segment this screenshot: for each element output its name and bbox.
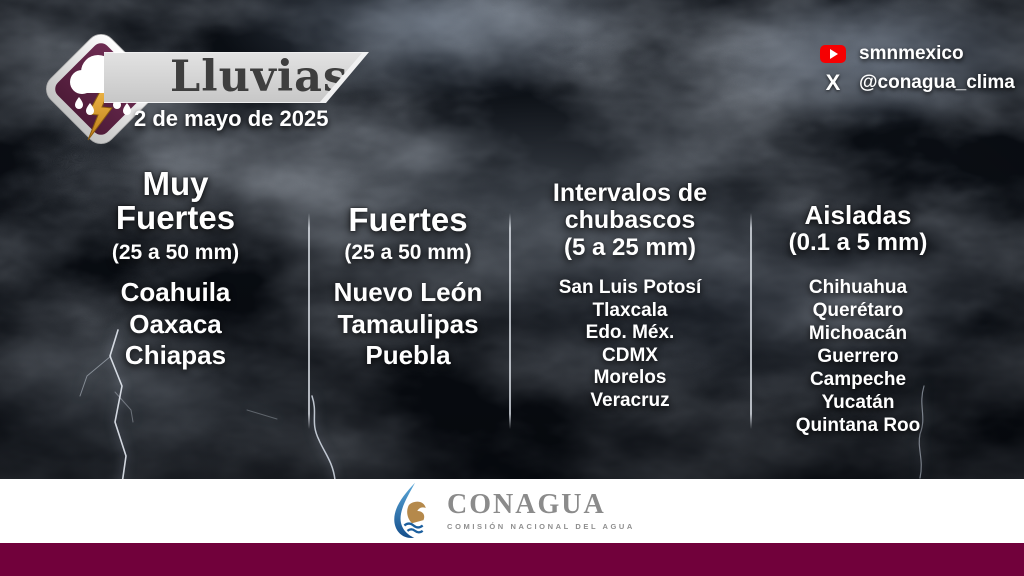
rain-category-column-aisladas: Aisladas (0.1 a 5 mm) Chihuahua Querétar…	[768, 201, 948, 437]
conagua-logo: CONAGUA COMISIÓN NACIONAL DEL AGUA	[389, 482, 635, 540]
state-name: Coahuila	[120, 277, 231, 307]
category-range: (5 a 25 mm)	[563, 234, 697, 261]
footer-logo-bar: CONAGUA COMISIÓN NACIONAL DEL AGUA	[0, 479, 1024, 543]
state-name: Edo. Méx.	[585, 322, 675, 343]
state-name: Michoacán	[808, 323, 908, 344]
rain-category-column-chubascos: Intervalos de chubascos (5 a 25 mm) San …	[536, 180, 724, 412]
social-handles: smnmexico X @conagua_clima	[820, 43, 1015, 94]
rain-category-column-fuertes: Fuertes (25 a 50 mm) Nuevo León Tamaulip…	[318, 203, 498, 372]
state-name: Yucatán	[821, 392, 895, 413]
category-range: (25 a 50 mm)	[344, 241, 472, 264]
rain-category-column-muy-fuertes: Muy Fuertes (25 a 50 mm) Coahuila Oaxaca…	[88, 167, 263, 372]
page-title: Lluvias	[170, 52, 349, 102]
category-range: (25 a 50 mm)	[111, 241, 240, 264]
footer-maroon-bar	[0, 543, 1024, 576]
conagua-water-drop-icon	[394, 482, 426, 538]
state-name: CDMX	[602, 344, 658, 366]
youtube-handle-row: smnmexico	[820, 43, 1015, 65]
state-name: Tlaxcala	[592, 299, 668, 321]
category-title: Intervalos de chubascos	[552, 179, 708, 234]
state-name: Guerrero	[817, 346, 899, 367]
state-name: Oaxaca	[129, 308, 222, 339]
conagua-wordmark: CONAGUA	[447, 489, 606, 520]
state-name: Morelos	[593, 367, 667, 388]
column-divider	[308, 213, 310, 429]
title-banner: Lluvias	[104, 53, 362, 102]
category-range: (0.1 a 5 mm)	[788, 229, 928, 256]
youtube-handle: smnmexico	[859, 43, 964, 64]
category-title: Muy Fuertes	[115, 165, 236, 236]
state-name: Campeche	[809, 369, 907, 390]
column-divider	[509, 213, 511, 429]
state-name: Chiapas	[124, 340, 227, 370]
state-name: Nuevo León	[333, 277, 483, 307]
state-name: Chihuahua	[808, 277, 908, 298]
column-divider	[750, 213, 752, 429]
state-name: Querétaro	[812, 300, 904, 321]
state-name: Veracruz	[590, 389, 670, 411]
category-title: Fuertes	[348, 201, 468, 238]
forecast-date: 2 de mayo de 2025	[134, 106, 329, 131]
state-name: Quintana Roo	[795, 415, 921, 436]
conagua-subtitle: COMISIÓN NACIONAL DEL AGUA	[447, 522, 635, 531]
category-title: Aisladas	[804, 200, 912, 230]
state-name: Tamaulipas	[337, 308, 479, 339]
x-handle: @conagua_clima	[859, 72, 1015, 93]
x-handle-row: X @conagua_clima	[820, 72, 1015, 94]
x-icon: X	[825, 70, 841, 95]
youtube-icon	[820, 45, 846, 63]
state-name: Puebla	[365, 340, 451, 370]
state-name: San Luis Potosí	[558, 277, 702, 298]
